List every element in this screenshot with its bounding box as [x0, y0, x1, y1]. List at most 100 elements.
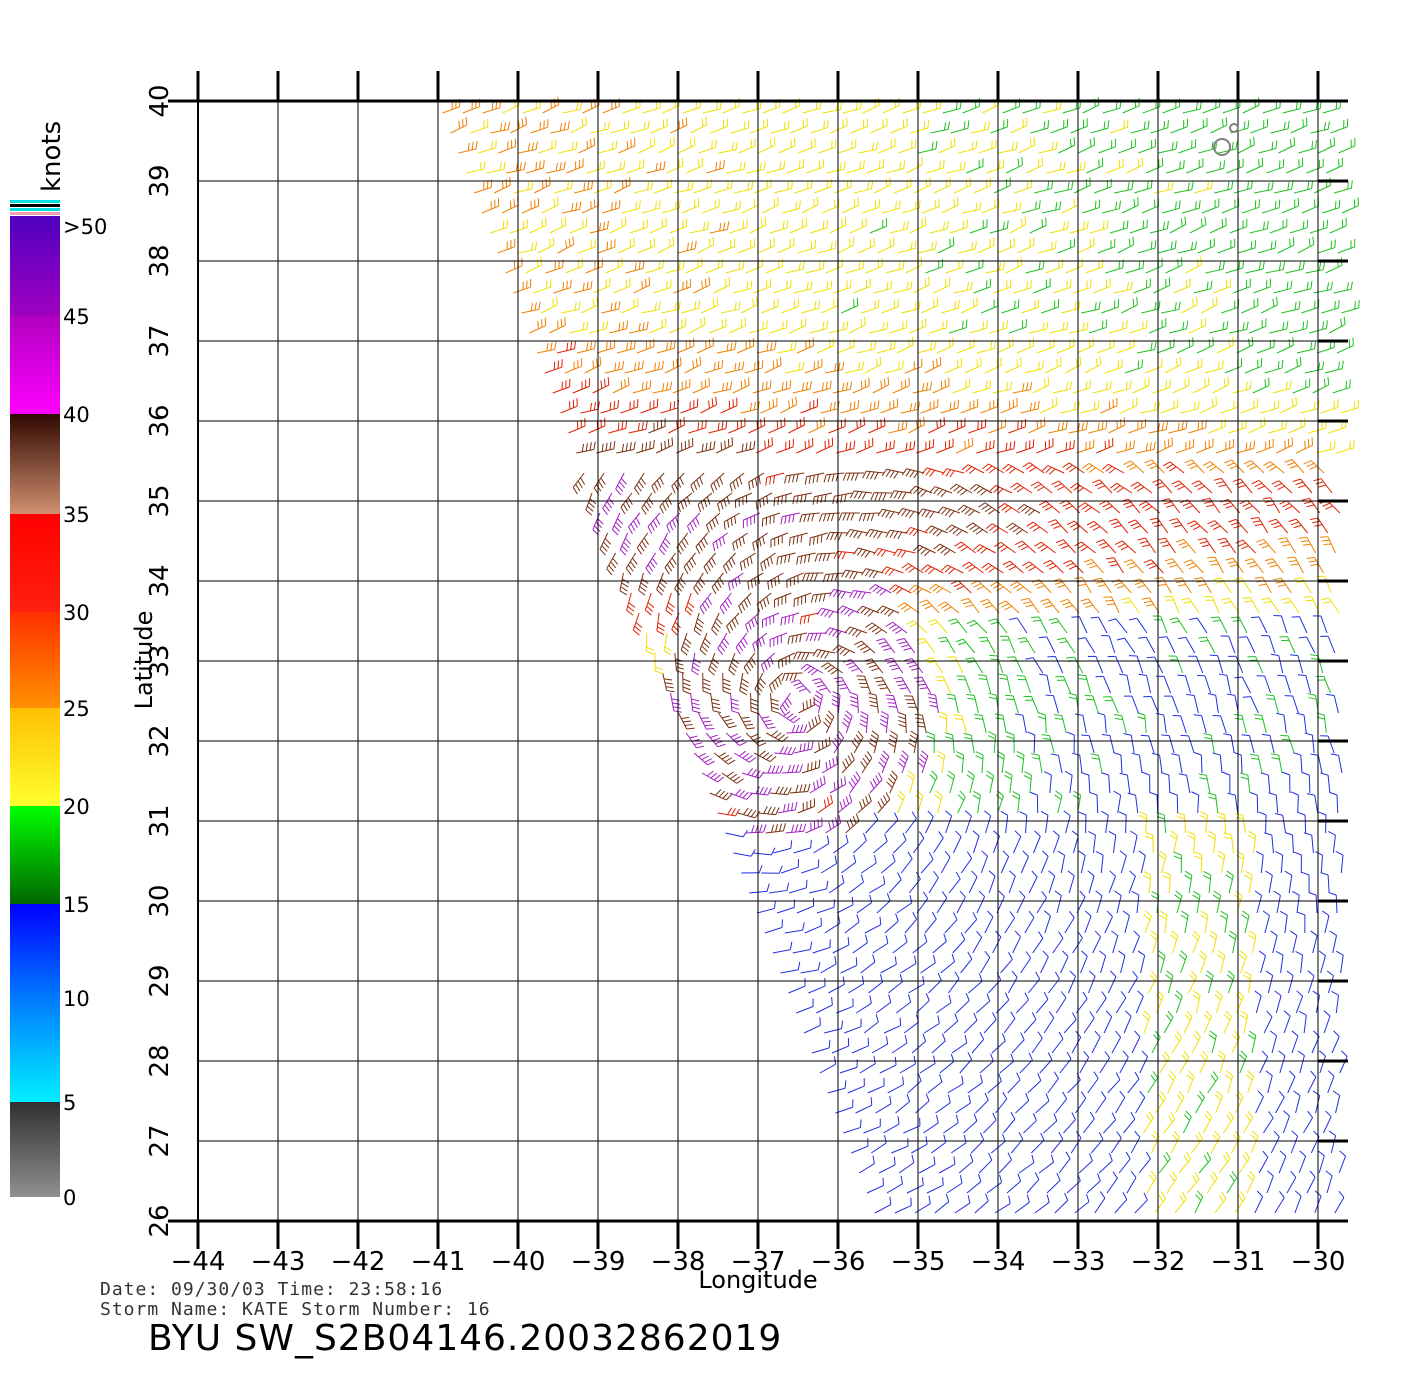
wind-barb [996, 440, 1016, 454]
wind-barb [1022, 561, 1044, 574]
wind-barb [848, 417, 866, 434]
wind-barb [1198, 636, 1216, 654]
wind-barb [1161, 772, 1171, 794]
wind-barb [1174, 990, 1183, 1014]
wind-barb [718, 712, 737, 729]
wind-barb [720, 397, 738, 414]
wind-barb [1086, 1173, 1101, 1194]
wind-barb [1040, 950, 1049, 974]
wind-barb [1141, 597, 1160, 614]
wind-barb [1256, 675, 1272, 694]
wind-barb [1013, 279, 1032, 294]
wind-barb [593, 178, 612, 194]
wind-barb [1131, 890, 1140, 914]
wind-barb [993, 177, 1011, 194]
wind-barb [1196, 337, 1214, 354]
wind-barb [1226, 158, 1244, 174]
wind-barb [884, 913, 899, 934]
wind-barb [1320, 872, 1330, 894]
wind-barb [896, 637, 916, 654]
storm-info-line: Storm Name: KATE Storm Number: 16 [100, 1299, 491, 1320]
wind-barb [1046, 1172, 1061, 1194]
wind-barb [1231, 1030, 1241, 1054]
wind-barb [854, 640, 876, 654]
wind-barb [1014, 540, 1036, 554]
wind-barb [929, 486, 953, 498]
wind-barb [1100, 772, 1111, 794]
wind-barb [1186, 693, 1199, 714]
wind-barb [1253, 278, 1271, 294]
wind-barb [1290, 117, 1308, 134]
wind-barb [837, 793, 853, 814]
wind-barb [936, 891, 948, 914]
wind-barb [1198, 773, 1211, 794]
wind-barb [770, 532, 788, 548]
wind-barb [1144, 459, 1165, 474]
wind-barb [1319, 536, 1337, 554]
wind-barb [972, 930, 983, 954]
wind-barb [1169, 320, 1189, 334]
wind-barb [968, 419, 987, 434]
wind-barb [773, 492, 793, 507]
wind-barb [765, 823, 786, 834]
wind-barb [1078, 1153, 1093, 1174]
wind-barb [693, 752, 715, 766]
wind-barb [1026, 157, 1044, 174]
wind-barb [978, 1152, 993, 1174]
wind-barb [569, 218, 588, 234]
wind-barb [888, 319, 908, 334]
wind-barb [1169, 518, 1189, 534]
wind-barb [840, 854, 857, 874]
wind-barb [799, 512, 820, 523]
wind-barb [760, 552, 776, 572]
wind-barb [961, 201, 982, 214]
wind-barb [870, 492, 893, 501]
wind-barb [920, 954, 936, 974]
wind-barb [1156, 437, 1173, 454]
wind-barb [828, 588, 852, 599]
wind-barb [506, 161, 526, 174]
wind-barb [797, 239, 817, 254]
wind-barb [1266, 159, 1285, 174]
wind-barb [878, 138, 896, 154]
wind-barb [1096, 437, 1114, 454]
wind-barb [624, 360, 644, 374]
longitude-tick-labels: −44 −43 −42 −41 −40 −39 −38 −37 −36 −35 −34 −33 −32−… [171, 1247, 1346, 1277]
wind-barb [982, 96, 1000, 114]
wind-barb [808, 417, 826, 434]
wind-barb [892, 934, 908, 954]
wind-barb [901, 200, 921, 214]
wind-barb [845, 528, 868, 539]
wind-barb [1068, 692, 1079, 714]
wind-barb [784, 361, 805, 374]
wind-barb [903, 1117, 921, 1134]
wind-barb [650, 118, 668, 134]
wind-barb [942, 100, 962, 114]
wind-barb [905, 257, 923, 274]
wind-barb [1161, 734, 1175, 754]
wind-barb [1301, 197, 1320, 214]
wind-barb [1115, 1090, 1126, 1114]
wind-barb [721, 771, 744, 784]
wind-barb [1214, 1191, 1227, 1214]
wind-barb [1283, 1010, 1291, 1034]
lat-tick-label: 39 [145, 164, 175, 197]
wind-barb [761, 197, 779, 214]
wind-barb [671, 612, 681, 636]
wind-barb [888, 730, 898, 754]
wind-barb [653, 279, 672, 294]
wind-barb [1171, 480, 1193, 494]
wind-barb [1332, 379, 1351, 394]
wind-barb [681, 300, 701, 314]
wind-barb [1025, 657, 1044, 674]
wind-barb [1146, 157, 1164, 174]
wind-barb [1335, 851, 1344, 874]
wind-barb [958, 1153, 974, 1174]
wind-barb [717, 238, 736, 254]
wind-barb [935, 676, 952, 694]
wind-barb [1154, 1191, 1166, 1214]
wind-barb [1286, 556, 1304, 574]
wind-barb [1033, 278, 1051, 294]
wind-barb [572, 472, 586, 495]
wind-barb [893, 676, 912, 694]
